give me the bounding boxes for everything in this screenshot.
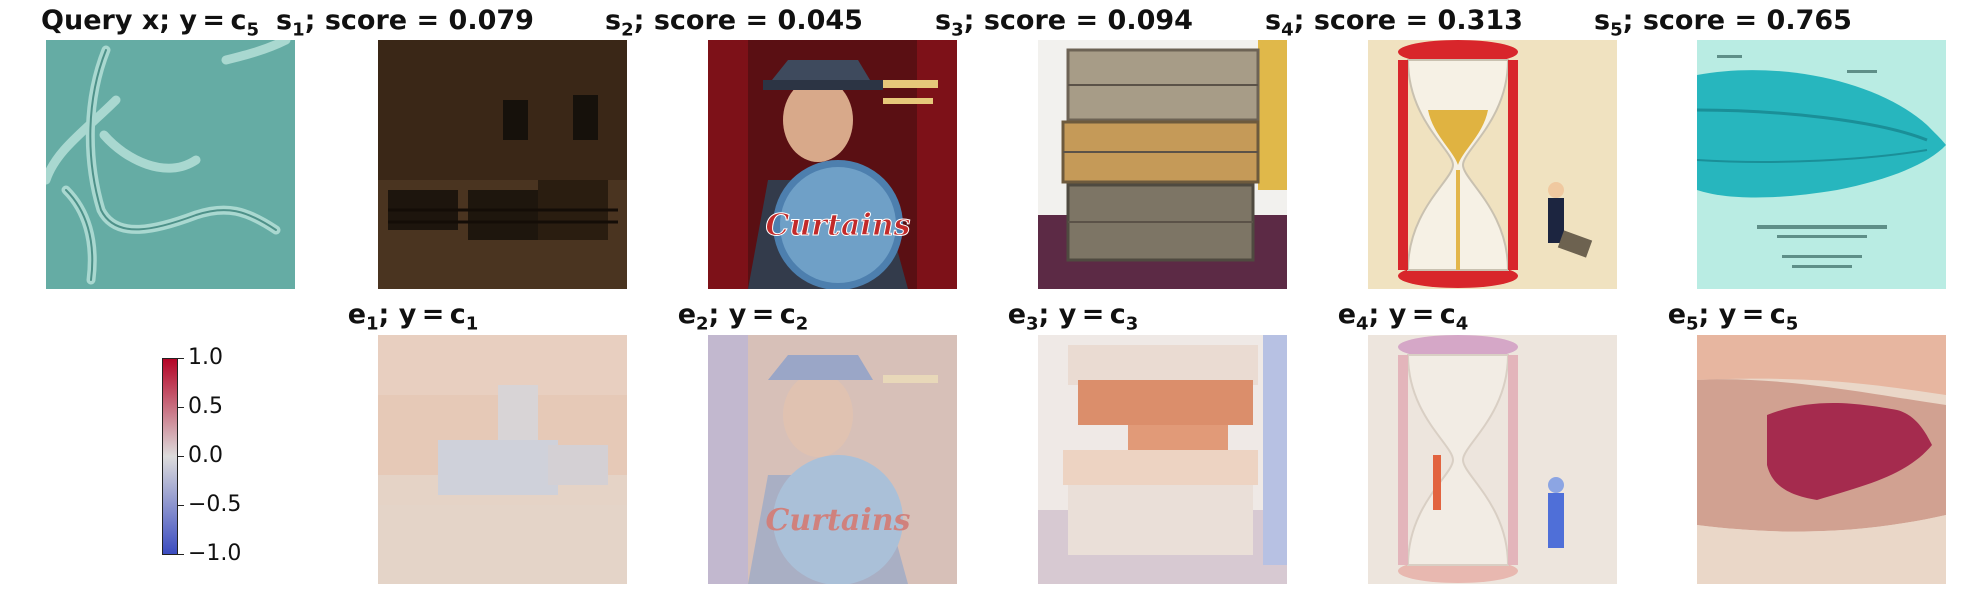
colorbar-tickmark-5 [178, 554, 184, 555]
query-image [46, 40, 295, 289]
explanation-map-1 [378, 335, 627, 584]
sample-image-2: Curtains [708, 40, 957, 289]
sample-title-5: s5; score = 0.765 [1594, 5, 1852, 41]
svg-text:Curtains: Curtains [766, 503, 911, 538]
query-title: Query x; y = c5 [41, 5, 259, 41]
explanation-title-3: e3; y = c3 [1007, 299, 1139, 335]
explanation-title-2: e2; y = c2 [677, 299, 809, 335]
sample-image-1 [378, 40, 627, 289]
sample-image-4 [1368, 40, 1617, 289]
colorbar-tickmark-4 [178, 505, 184, 506]
colorbar-tick-3: 0.0 [188, 443, 223, 468]
explanation-map-2: Curtains [708, 335, 957, 584]
svg-text:Curtains: Curtains [766, 208, 911, 243]
sample-image-3 [1038, 40, 1287, 289]
explanation-title-4: e4; y = c4 [1337, 299, 1469, 335]
explanation-title-1: e1; y = c1 [347, 299, 479, 335]
colorbar-tick-4: −0.5 [188, 492, 242, 517]
colorbar-tick-1: 1.0 [188, 345, 223, 370]
colorbar-tickmark-3 [178, 456, 184, 457]
colorbar-tickmark-2 [178, 407, 184, 408]
explanation-map-5 [1697, 335, 1946, 584]
sample-title-4: s4; score = 0.313 [1265, 5, 1523, 41]
sample-image-5 [1697, 40, 1946, 289]
sample-title-3: s3; score = 0.094 [935, 5, 1193, 41]
explanation-map-4 [1368, 335, 1617, 584]
sample-title-1: s1; score = 0.079 [276, 5, 534, 41]
colorbar-tick-2: 0.5 [188, 394, 223, 419]
colorbar-tickmark-1 [178, 358, 184, 359]
colorbar-tick-5: −1.0 [188, 541, 242, 566]
sample-title-2: s2; score = 0.045 [605, 5, 863, 41]
explanation-title-5: e5; y = c5 [1667, 299, 1799, 335]
explanation-map-3 [1038, 335, 1287, 584]
colorbar [162, 358, 178, 555]
